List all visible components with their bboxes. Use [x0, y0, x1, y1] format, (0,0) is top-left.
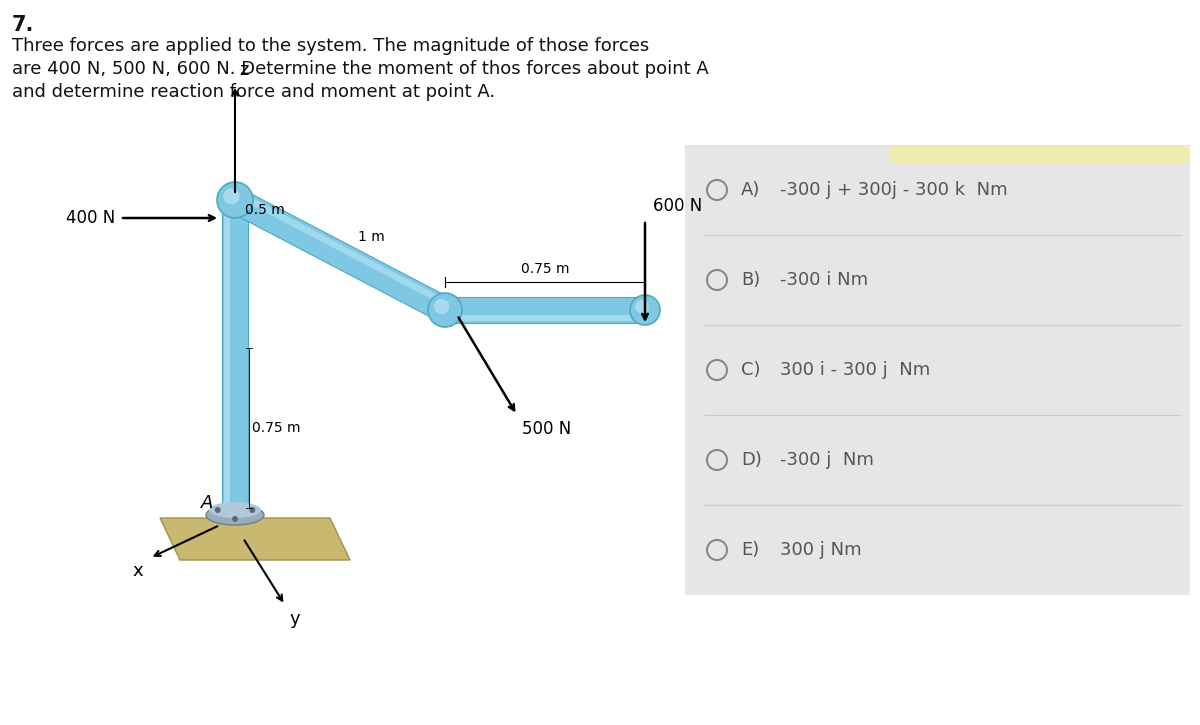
Polygon shape	[229, 188, 451, 321]
Circle shape	[428, 293, 462, 327]
Bar	[445, 315, 646, 321]
Ellipse shape	[206, 505, 264, 525]
Ellipse shape	[442, 297, 449, 323]
Bar	[445, 297, 646, 323]
Text: -300 j + 300j - 300 k  Nm: -300 j + 300j - 300 k Nm	[780, 181, 1008, 199]
Text: 400 N: 400 N	[66, 209, 115, 227]
Ellipse shape	[642, 297, 648, 323]
Polygon shape	[160, 518, 350, 560]
Text: z: z	[239, 61, 248, 79]
Text: 0.75 m: 0.75 m	[252, 421, 300, 435]
Text: B): B)	[742, 271, 761, 289]
Ellipse shape	[209, 502, 262, 518]
Circle shape	[217, 182, 253, 218]
Text: y: y	[290, 610, 301, 628]
Text: 1 m: 1 m	[358, 230, 385, 244]
Text: A): A)	[742, 181, 761, 199]
Text: 0.5 m: 0.5 m	[245, 203, 284, 217]
Bar	[685, 145, 1190, 595]
Text: 600 N: 600 N	[653, 197, 702, 215]
Text: 300 j Nm: 300 j Nm	[780, 541, 862, 559]
Text: and determine reaction force and moment at point A.: and determine reaction force and moment …	[12, 83, 496, 101]
Bar	[222, 200, 248, 508]
Circle shape	[630, 295, 660, 325]
Text: -300 j  Nm: -300 j Nm	[780, 451, 874, 469]
Text: -300 i Nm: -300 i Nm	[780, 271, 868, 289]
Text: x: x	[132, 562, 143, 580]
Text: D): D)	[742, 451, 762, 469]
Text: 300 i - 300 j  Nm: 300 i - 300 j Nm	[780, 361, 930, 379]
Circle shape	[223, 188, 240, 204]
Circle shape	[434, 299, 449, 314]
Bar	[224, 200, 230, 508]
Circle shape	[250, 507, 256, 513]
Text: Three forces are applied to the system. The magnitude of those forces: Three forces are applied to the system. …	[12, 37, 649, 55]
Text: E): E)	[742, 541, 760, 559]
Polygon shape	[236, 191, 450, 307]
Circle shape	[635, 300, 649, 314]
Text: are 400 N, 500 N, 600 N. Determine the moment of thos forces about point A: are 400 N, 500 N, 600 N. Determine the m…	[12, 60, 709, 78]
Circle shape	[215, 507, 221, 513]
Text: 7.: 7.	[12, 15, 35, 35]
Ellipse shape	[222, 196, 248, 204]
Text: 0.75 m: 0.75 m	[521, 262, 569, 276]
Text: 500 N: 500 N	[522, 420, 571, 438]
Text: C): C)	[742, 361, 761, 379]
Bar	[890, 145, 1190, 163]
Text: A: A	[200, 494, 214, 512]
Circle shape	[232, 516, 238, 522]
Ellipse shape	[222, 505, 248, 512]
